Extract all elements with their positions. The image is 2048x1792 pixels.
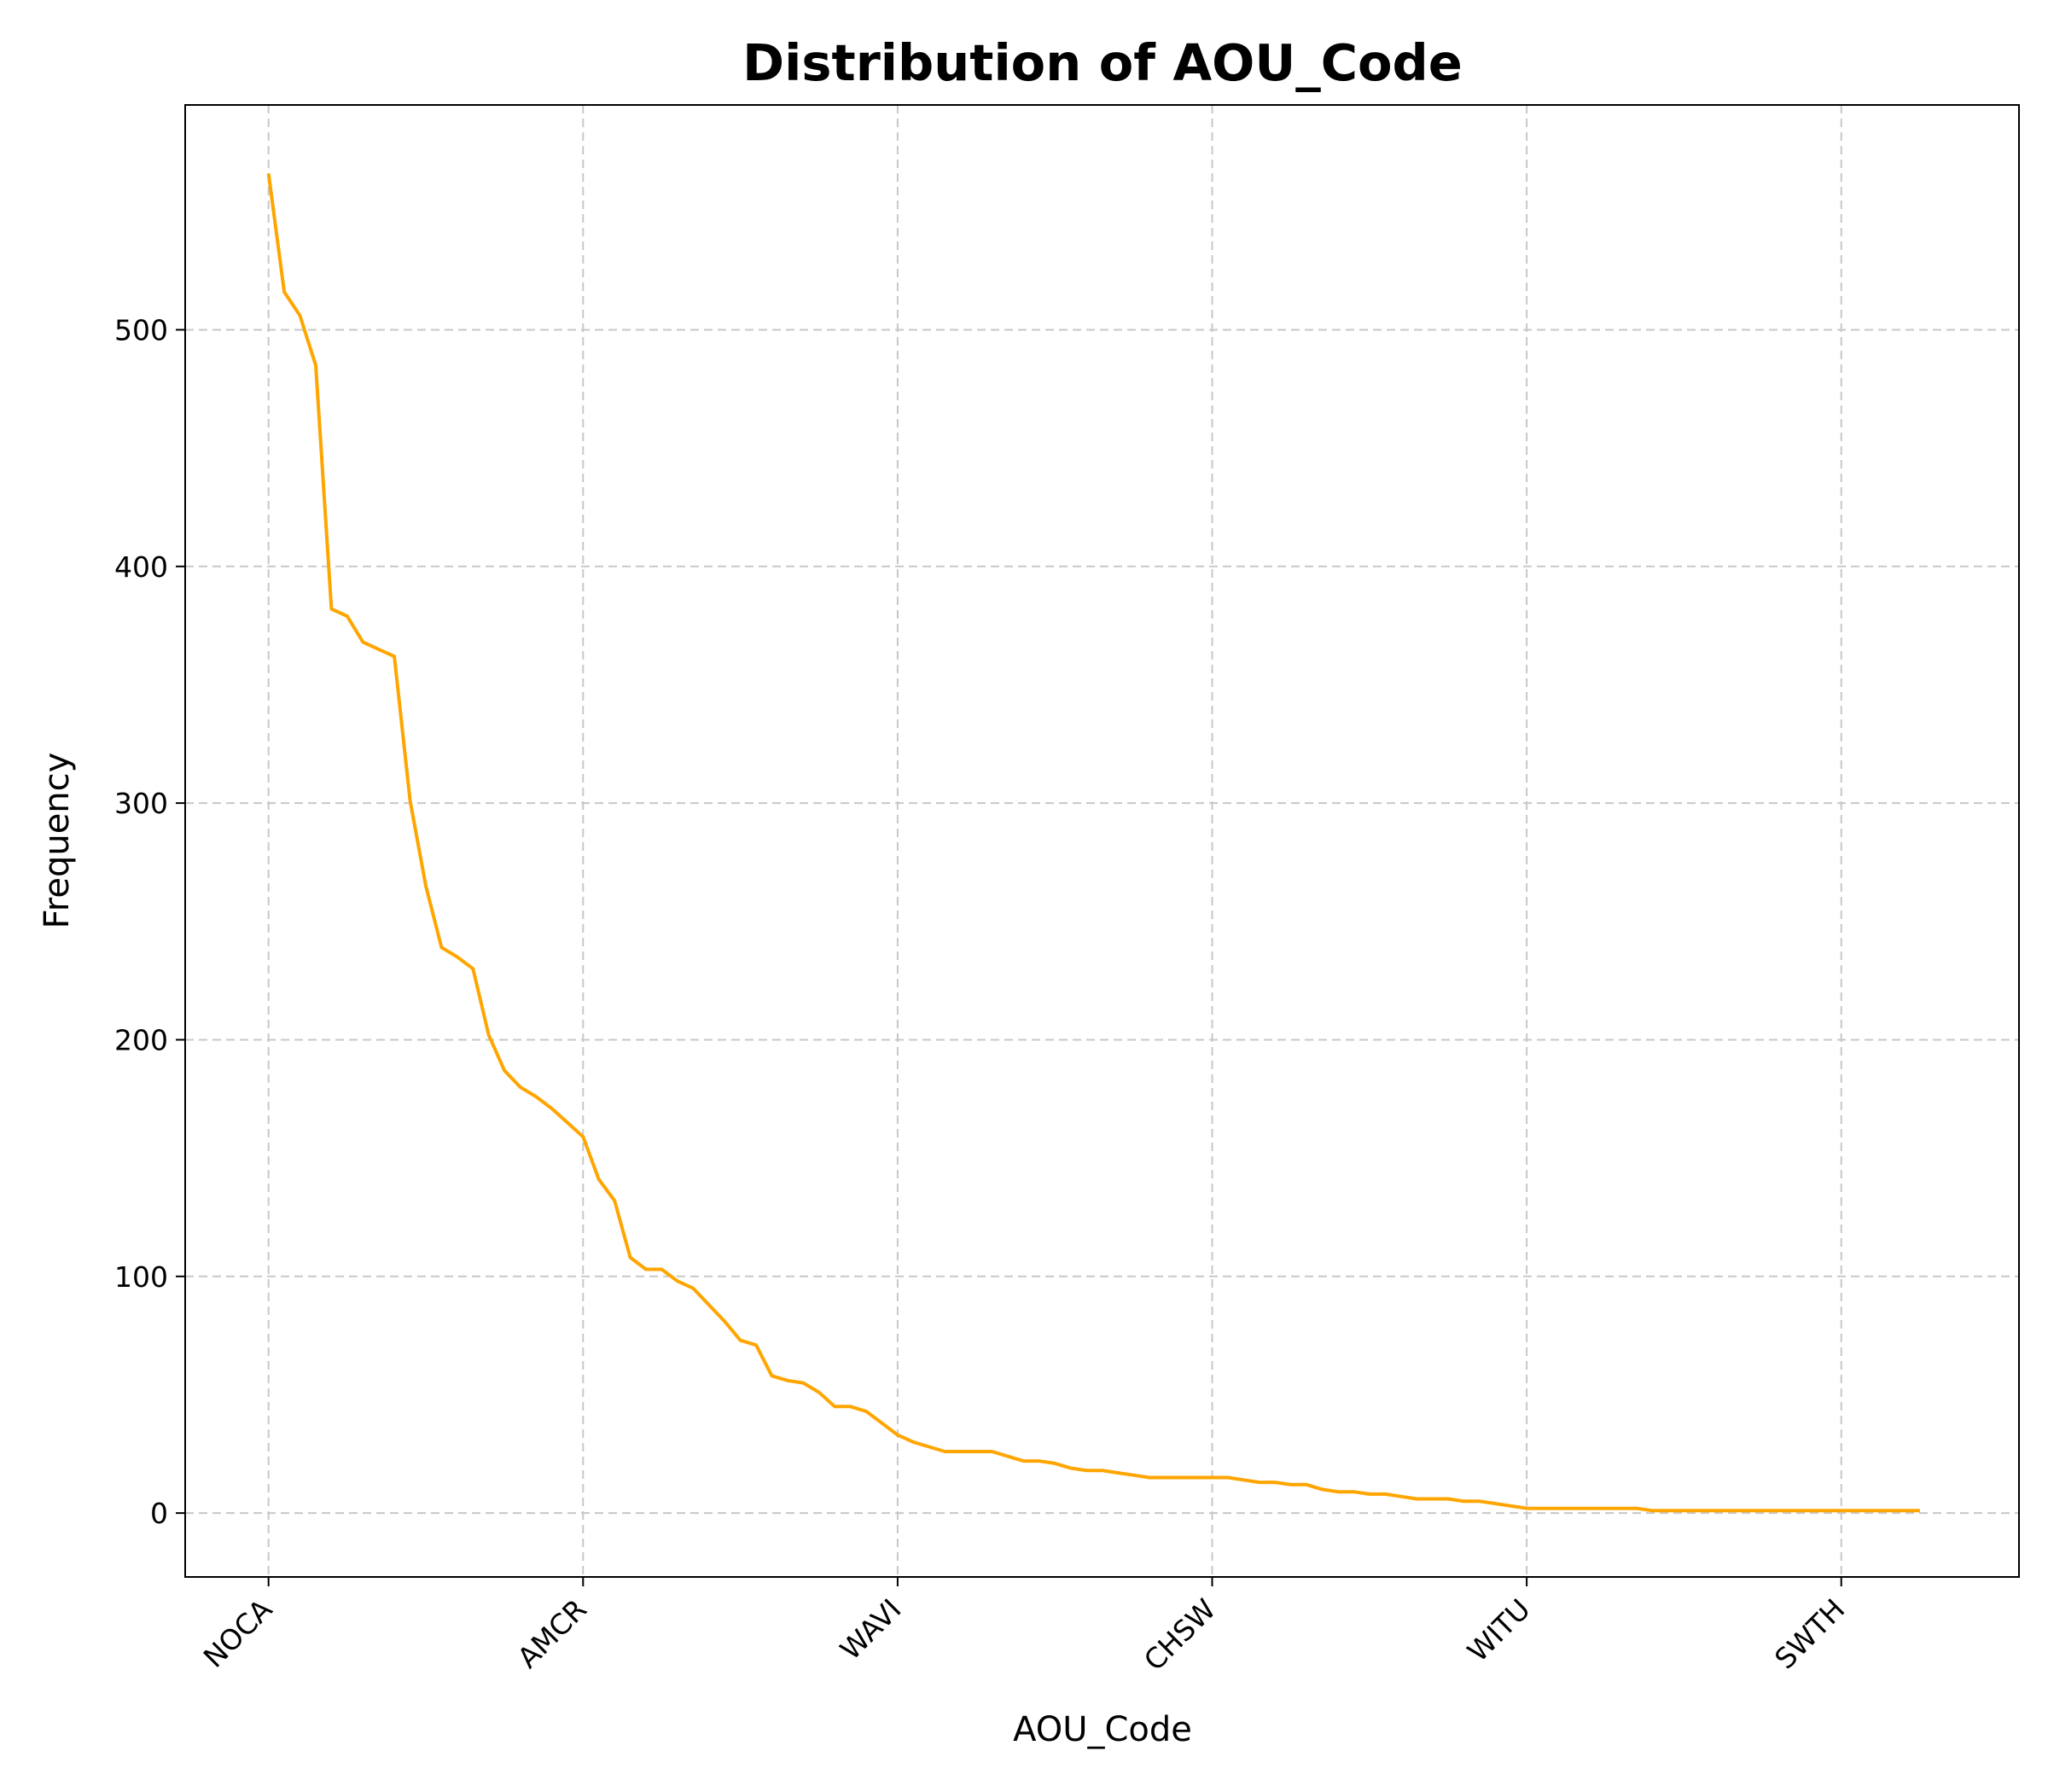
y-axis: 0 100 200 300 400 500 bbox=[114, 313, 185, 1530]
x-tick-label: AMCR bbox=[511, 1592, 593, 1674]
frequency-line bbox=[266, 173, 1920, 1513]
y-tick-label: 200 bbox=[114, 1023, 168, 1056]
grid-lines bbox=[185, 105, 2019, 1577]
y-tick-label: 0 bbox=[150, 1497, 168, 1530]
x-tick-label: NOCA bbox=[197, 1592, 279, 1674]
x-tick-label: CHSW bbox=[1137, 1592, 1222, 1677]
y-tick-label: 500 bbox=[114, 313, 168, 346]
x-axis: NOCA AMCR WAVI CHSW WITU SWTH bbox=[197, 1577, 1851, 1677]
y-tick-label: 100 bbox=[114, 1260, 168, 1294]
y-tick-label: 400 bbox=[114, 550, 168, 584]
x-tick-label: WITU bbox=[1461, 1592, 1537, 1668]
y-tick-label: 300 bbox=[114, 787, 168, 820]
series-layer bbox=[266, 173, 1920, 1513]
plot-frame bbox=[184, 104, 2020, 1578]
y-axis-label: Frequency bbox=[38, 753, 77, 929]
x-tick-label: WAVI bbox=[834, 1592, 908, 1667]
x-axis-label: AOU_Code bbox=[1013, 1710, 1192, 1749]
chart-title: Distribution of AOU_Code bbox=[742, 33, 1463, 92]
x-tick-label: SWTH bbox=[1768, 1592, 1851, 1675]
